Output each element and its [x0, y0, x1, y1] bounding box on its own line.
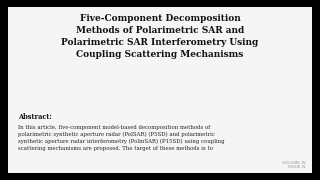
Text: In this article, five-component model-based decomposition methods of
polarimetri: In this article, five-component model-ba…: [18, 125, 224, 151]
FancyBboxPatch shape: [8, 7, 312, 173]
Text: Abstract:: Abstract:: [18, 113, 52, 121]
Text: Five-Component Decomposition
Methods of Polarimetric SAR and
Polarimetric SAR In: Five-Component Decomposition Methods of …: [61, 14, 259, 59]
Text: VOLUME W
ISSUE N: VOLUME W ISSUE N: [282, 161, 306, 169]
